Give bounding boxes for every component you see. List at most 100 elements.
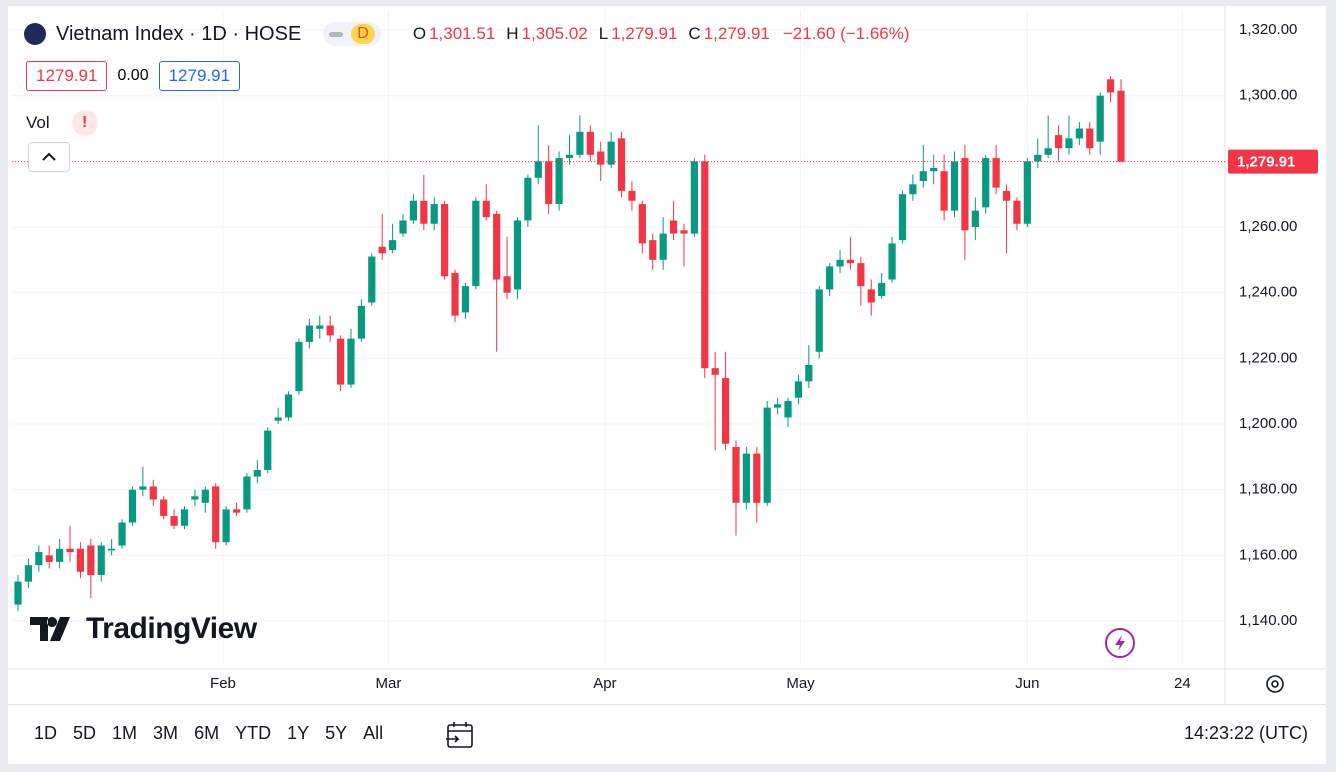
- candle-body: [940, 171, 948, 211]
- last-price-label: 1,279.91: [1237, 154, 1295, 171]
- candle-body: [1075, 128, 1083, 139]
- x-tick-label: May: [786, 675, 815, 692]
- candle-body: [222, 509, 230, 543]
- candle-body: [586, 131, 594, 155]
- candle-body: [212, 486, 220, 543]
- last-price-box: [1228, 149, 1318, 174]
- candle-body: [1117, 90, 1125, 162]
- candle-body: [430, 204, 438, 224]
- candle-body: [389, 240, 397, 251]
- range-button[interactable]: YTD: [235, 723, 272, 743]
- y-tick-label: 1,260.00: [1239, 218, 1297, 235]
- candle-body: [701, 161, 709, 369]
- settings-icon[interactable]: [1266, 675, 1284, 693]
- candle-body: [409, 200, 418, 221]
- candle-body: [336, 338, 345, 385]
- bolt: [1115, 635, 1125, 651]
- candle-body: [565, 154, 574, 159]
- clock[interactable]: 14:23:22 (UTC): [1183, 723, 1308, 743]
- candle-body: [1086, 128, 1094, 149]
- range-button[interactable]: 3M: [153, 723, 179, 743]
- range-button[interactable]: All: [363, 723, 384, 743]
- legend-value: 1,279.91: [611, 24, 678, 43]
- range-button[interactable]: 5D: [73, 723, 97, 743]
- buy-box[interactable]: 1279.91: [158, 61, 241, 91]
- legend-key: O: [412, 24, 427, 43]
- candle-body: [420, 200, 428, 224]
- candle-body: [472, 200, 480, 287]
- candle-body: [898, 194, 907, 241]
- candle-body: [461, 286, 470, 313]
- symbol[interactable]: Vietnam Index · 1D · HOSE: [56, 22, 302, 45]
- logo: [24, 23, 46, 45]
- y-tick-label: 1,140.00: [1239, 612, 1297, 629]
- range-button[interactable]: 6M: [194, 723, 220, 743]
- date-range-icon[interactable]: [444, 721, 476, 751]
- volume-label[interactable]: Vol: [26, 113, 50, 132]
- candle-body: [1044, 148, 1052, 155]
- warning-icon[interactable]: !: [71, 110, 98, 136]
- candle-body: [378, 246, 386, 254]
- candle-body: [399, 220, 407, 234]
- candle-body: [326, 325, 334, 336]
- candle-body: [753, 453, 761, 503]
- dash: [329, 31, 344, 37]
- y-tick-label: 1,180.00: [1239, 481, 1297, 498]
- candle-body: [264, 430, 272, 470]
- candle-body: [1013, 200, 1021, 224]
- range-button[interactable]: 5Y: [325, 723, 348, 743]
- candle-body: [857, 263, 865, 287]
- candle-body: [909, 184, 917, 195]
- candle-body: [274, 417, 282, 421]
- collapse-button[interactable]: [28, 142, 70, 172]
- candle-body: [617, 138, 626, 191]
- volume-legend: Vol!: [26, 110, 98, 136]
- candle-body: [669, 220, 678, 234]
- candle-body: [482, 200, 490, 218]
- y-tick-label: 1,320.00: [1239, 21, 1297, 38]
- candle-body: [524, 177, 532, 221]
- candle-body: [1065, 138, 1073, 149]
- candle-body: [846, 259, 855, 264]
- candle-body: [253, 469, 261, 477]
- candle-body: [649, 240, 657, 260]
- status-badge[interactable]: D: [323, 22, 381, 46]
- candle-body: [513, 220, 522, 290]
- candle-body: [295, 341, 303, 392]
- settings-ring: [1266, 675, 1284, 693]
- interval-badge: D: [351, 24, 375, 44]
- range-button[interactable]: 1M: [112, 723, 138, 743]
- candle-body: [805, 364, 813, 382]
- bottom-toolbar: 1D 5D 1M 3M 6M YTD 1Y 5Y All 14:23:22 (UTC): [8, 704, 1326, 764]
- candle-body: [794, 381, 803, 398]
- x-tick-label: Jun: [1015, 675, 1039, 692]
- candle-body: [836, 259, 844, 267]
- candle-body: [815, 289, 823, 352]
- range-button[interactable]: 1Y: [287, 723, 310, 743]
- watermark-logo: [30, 617, 70, 641]
- y-tick-label: 1,300.00: [1239, 87, 1297, 104]
- candle-body: [170, 515, 178, 526]
- candle-body: [451, 272, 459, 316]
- candle-body: [576, 131, 584, 155]
- candle-body: [867, 289, 875, 303]
- candle-body: [97, 545, 105, 576]
- candle-body: [555, 158, 563, 205]
- candle-body: [14, 581, 22, 605]
- bolt-icon: [1105, 628, 1135, 658]
- watermark-text: TradingView: [86, 612, 257, 645]
- candle-body: [118, 522, 126, 546]
- candle-body: [919, 171, 927, 182]
- candle-body: [24, 565, 33, 582]
- candle-body: [680, 230, 688, 234]
- candle-body: [971, 210, 979, 228]
- candle-body: [961, 158, 969, 231]
- legend-value: 1,279.91: [703, 24, 770, 43]
- candle-body: [930, 167, 938, 172]
- range-button[interactable]: 1D: [34, 723, 58, 743]
- y-tick-label: 1,160.00: [1239, 546, 1297, 563]
- candle-body: [1096, 95, 1104, 142]
- sell-box[interactable]: 1279.91: [26, 61, 108, 91]
- candle-body: [763, 407, 771, 503]
